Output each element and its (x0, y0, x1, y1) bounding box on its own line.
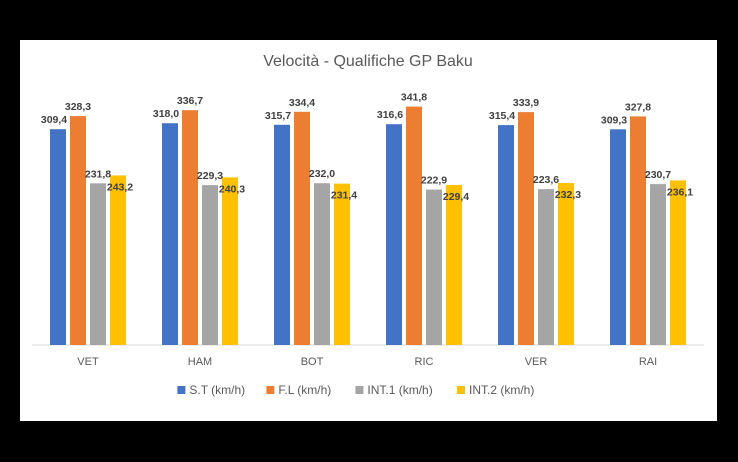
bar-bot-s1 (274, 124, 290, 345)
bar-rai-s2 (630, 116, 646, 346)
data-label-ric-s3: 222,9 (421, 175, 447, 187)
x-tick-labels: VET HAM BOT RIC VER RAI (77, 356, 657, 368)
bar-rai-s4 (670, 180, 686, 345)
bar-vet-s1 (50, 129, 66, 345)
bar-ric-s4 (446, 185, 462, 345)
data-label-ver-s3: 223,6 (533, 174, 559, 186)
data-label-rai-s1: 309,3 (601, 114, 627, 126)
data-label-vet-s4: 243,2 (107, 181, 133, 193)
bar-rai-s3 (650, 184, 666, 345)
bar-ric-s2 (406, 106, 422, 345)
x-tick-ric: RIC (415, 356, 434, 368)
data-label-bot-s4: 231,4 (331, 190, 357, 202)
bar-vet-s3 (90, 183, 106, 345)
bar-ham-s2 (182, 110, 198, 345)
data-label-ham-s3: 229,3 (197, 170, 223, 182)
bar-ham-s1 (162, 123, 178, 345)
data-label-ric-s4: 229,4 (443, 191, 469, 203)
bar-ham-s3 (202, 185, 218, 345)
x-tick-bot: BOT (301, 356, 324, 368)
bar-bot-s3 (314, 183, 330, 345)
bar-ric-s1 (386, 124, 402, 345)
bar-vet-s4 (110, 175, 126, 345)
data-label-ver-s4: 232,3 (555, 189, 581, 201)
data-label-ham-s2: 336,7 (177, 95, 203, 107)
data-label-vet-s2: 328,3 (65, 101, 91, 113)
bar-ver-s2 (518, 112, 534, 345)
legend-swatch-2 (266, 386, 275, 394)
data-label-ric-s2: 341,8 (401, 92, 427, 104)
data-label-bot-s2: 334,4 (289, 97, 315, 109)
legend-swatch-4 (457, 386, 465, 394)
data-label-bot-s3: 232,0 (309, 168, 335, 180)
x-tick-ver: VER (525, 356, 548, 368)
legend: S.T (km/h) F.L (km/h) INT.1 (km/h) INT.2 (k… (177, 383, 534, 397)
bar-bot-s2 (294, 111, 310, 345)
bar-rai-s1 (610, 129, 626, 345)
data-label-rai-s2: 327,8 (625, 101, 651, 113)
data-label-vet-s1: 309,4 (41, 114, 67, 126)
x-tick-ham: HAM (188, 356, 212, 368)
data-label-ver-s2: 333,9 (513, 97, 539, 109)
x-tick-vet: VET (77, 356, 99, 368)
legend-label-4: INT.2 (km/h) (469, 383, 534, 397)
data-label-ric-s1: 316,6 (377, 109, 403, 121)
chart-svg: Velocità - Qualifiche GP Baku 309,4328,3… (32, 53, 704, 397)
bar-ver-s4 (558, 183, 574, 345)
bar-ver-s1 (498, 125, 514, 345)
x-tick-rai: RAI (639, 356, 657, 368)
bar-ham-s4 (222, 177, 238, 345)
bar-ver-s3 (538, 189, 554, 345)
data-label-vet-s3: 231,8 (85, 168, 111, 180)
legend-label-3: INT.1 (km/h) (367, 383, 432, 397)
data-label-ham-s1: 318,0 (153, 108, 179, 120)
chart-title: Velocità - Qualifiche GP Baku (263, 53, 473, 70)
data-label-rai-s3: 230,7 (645, 169, 671, 181)
legend-swatch-3 (355, 386, 364, 394)
legend-label-1: S.T (km/h) (189, 383, 245, 397)
bar-bot-s4 (334, 183, 350, 345)
data-label-ver-s1: 315,4 (489, 110, 515, 122)
data-label-ham-s4: 240,3 (219, 183, 245, 195)
bar-vet-s2 (70, 116, 86, 345)
legend-swatch-1 (177, 386, 186, 394)
data-label-rai-s4: 236,1 (667, 186, 693, 198)
bars-layer (50, 106, 686, 346)
legend-label-2: F.L (km/h) (278, 383, 331, 397)
chart-panel: Velocità - Qualifiche GP Baku 309,4 328,3… (20, 40, 717, 421)
bar-ric-s3 (426, 189, 442, 345)
data-label-bot-s1: 315,7 (265, 110, 291, 122)
